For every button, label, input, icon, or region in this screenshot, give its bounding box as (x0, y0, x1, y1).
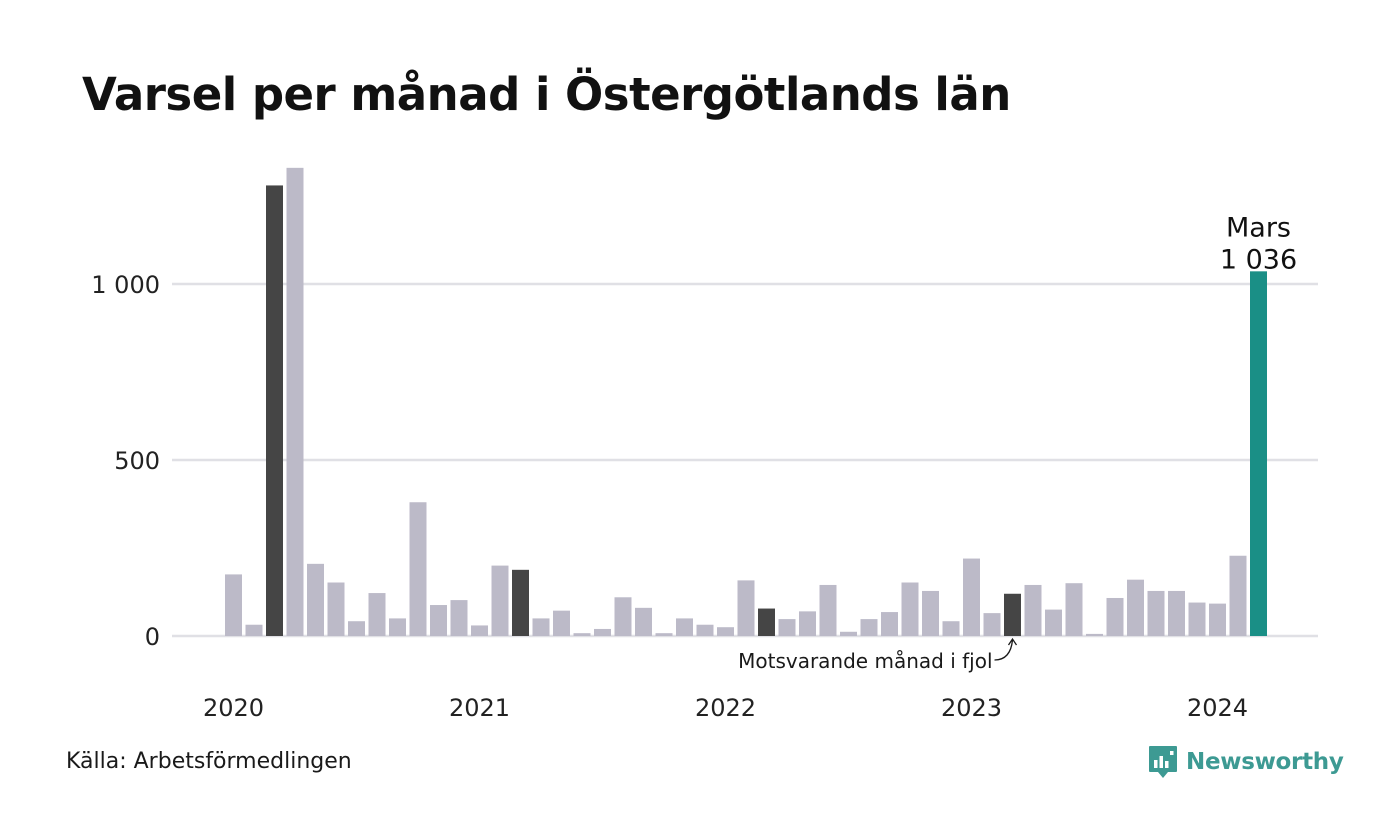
current-value-label: 1 036 (1220, 244, 1297, 275)
bar (389, 618, 406, 636)
x-tick-label: 2021 (449, 694, 510, 722)
bar (1127, 579, 1144, 636)
x-tick-label: 2020 (203, 694, 264, 722)
bar (491, 565, 509, 636)
bar (778, 619, 796, 636)
bar (1045, 609, 1062, 636)
comparison-note: Motsvarande månad i fjol (738, 649, 992, 673)
bar (471, 625, 488, 636)
bar (1209, 603, 1226, 636)
bar (881, 612, 898, 636)
x-axis: 2020 2021 2022 2023 2024 (203, 694, 1248, 722)
source-note: Källa: Arbetsförmedlingen (66, 749, 352, 774)
bar (594, 628, 611, 636)
bar (245, 624, 263, 636)
bar (1168, 590, 1185, 636)
brand-logo[interactable]: Newsworthy (1148, 744, 1344, 780)
bar (1147, 590, 1165, 636)
bar (1024, 584, 1042, 636)
y-axis: 0 500 1 000 (91, 271, 160, 651)
y-tick-label: 0 (145, 623, 160, 651)
bar (450, 600, 468, 636)
bar (922, 590, 939, 636)
bar (819, 584, 837, 636)
y-tick-label: 1 000 (91, 271, 160, 299)
bar (1229, 555, 1247, 636)
brand-name: Newsworthy (1186, 749, 1344, 775)
bar (717, 627, 734, 636)
bar (655, 633, 673, 636)
bar (286, 167, 304, 636)
bar (614, 597, 632, 636)
bar (1106, 597, 1124, 636)
bar (963, 558, 980, 636)
bar (307, 563, 324, 636)
chart-title: Varsel per månad i Östergötlands län (82, 68, 1011, 121)
bar (409, 502, 427, 636)
bar (1188, 602, 1206, 636)
bar-comparison-month (1004, 593, 1021, 636)
bar (532, 618, 550, 636)
bar (840, 631, 857, 636)
bar (799, 611, 816, 636)
bar (635, 607, 652, 636)
y-tick-label: 500 (114, 447, 160, 475)
bar-current-month (1250, 271, 1267, 636)
bar (327, 582, 345, 636)
bar (1086, 633, 1103, 636)
comparison-arrowhead (1007, 637, 1018, 646)
bar (860, 619, 878, 636)
bar (225, 574, 242, 636)
comparison-arrow (994, 639, 1014, 661)
x-tick-label: 2023 (941, 694, 1002, 722)
bar (737, 580, 755, 636)
bar (553, 610, 570, 636)
newsworthy-chart-bubble-icon (1149, 746, 1177, 778)
bar (348, 621, 365, 636)
bar (676, 618, 693, 636)
bar (901, 582, 919, 636)
bar (573, 633, 591, 636)
bars (225, 167, 1267, 636)
current-month-label: Mars (1226, 212, 1291, 243)
bar-comparison-month (512, 569, 529, 636)
bar-comparison-month (266, 185, 283, 636)
x-tick-label: 2024 (1187, 694, 1248, 722)
bar-comparison-month (758, 608, 775, 636)
bar (696, 624, 714, 636)
bar (1065, 583, 1083, 636)
bar (942, 621, 960, 636)
bar (368, 593, 386, 636)
bar (983, 613, 1001, 636)
x-tick-label: 2022 (695, 694, 756, 722)
bar (430, 605, 447, 636)
